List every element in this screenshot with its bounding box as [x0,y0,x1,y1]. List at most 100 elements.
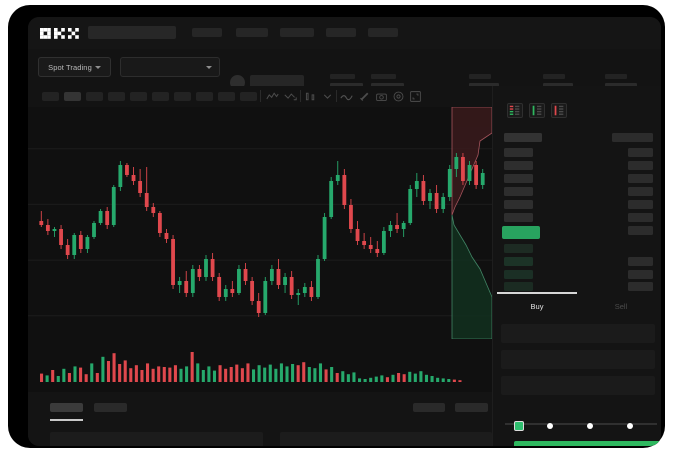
compare-icon[interactable] [284,90,297,103]
stat-volume-base [543,74,573,88]
amount-slider-handle[interactable] [514,421,524,431]
nav-item-4[interactable] [326,28,356,37]
stat-volume-quote [605,74,637,88]
timeframe-chip-6[interactable] [152,92,169,101]
active-tab-underline [50,419,83,421]
orderbook-bid-price[interactable] [504,282,533,291]
orderbook-bid-size [628,270,653,279]
orderbook-ask-price[interactable] [504,187,533,196]
submit-buy-button[interactable] [514,441,661,446]
nav-item-3[interactable] [280,28,314,37]
orderbook-both-glyph [509,105,520,115]
spot-trading-select[interactable]: Spot Trading [38,57,111,77]
orderbook-current-size [628,226,653,235]
trading-pair-select[interactable] [120,57,220,77]
bottom-action-1[interactable] [413,403,445,412]
orderbook-ask-price[interactable] [504,148,533,157]
orders-panel [28,392,492,446]
candle-series [39,153,485,317]
open-orders-tab[interactable] [50,403,83,412]
timeframe-chip-10[interactable] [240,92,257,101]
orderbook-bid-size [628,257,653,266]
chart-toolbar [28,86,492,107]
order-book [492,86,661,292]
stat-change-label [330,74,355,79]
drawing-icon[interactable] [304,90,317,103]
order-history-tab[interactable] [94,403,127,412]
sell-tab[interactable]: Sell [614,302,628,311]
timeframe-chip-1[interactable] [42,92,59,101]
nav-item-1[interactable] [192,28,222,37]
volume-bar-series [40,352,462,382]
stat-change-value [330,83,363,88]
slider-stop-75[interactable] [627,423,633,429]
toolbar-divider [300,90,301,102]
okx-logo[interactable] [40,28,80,39]
trade-form: Buy Sell [492,292,661,446]
timeframe-chip-7[interactable] [174,92,191,101]
magnet-icon[interactable] [358,90,371,103]
camera-icon[interactable] [375,90,388,103]
order-total-field[interactable] [501,376,655,395]
bottom-field-1[interactable] [50,432,263,446]
timeframe-chip-5[interactable] [130,92,147,101]
timeframe-chip-9[interactable] [218,92,235,101]
orderbook-ask-size [628,200,653,209]
amount-slider-track[interactable] [505,423,657,425]
orderbook-bid-price[interactable] [504,244,533,253]
price-chart[interactable] [28,107,492,339]
buy-tab-underline [497,292,577,294]
orderbook-ask-size [628,213,653,222]
orderbook-header-price [504,133,542,142]
orderbook-ask-size [628,148,653,157]
volume-chart-svg [40,352,462,382]
bottom-action-2[interactable] [455,403,488,412]
spot-trading-label: Spot Trading [48,62,92,72]
depth-chart-overlay [451,107,492,339]
toolbar-divider [260,90,261,102]
indicator-icon[interactable] [266,90,279,103]
buy-tab[interactable]: Buy [530,302,544,311]
nav-item-2[interactable] [236,28,268,37]
nav-item-5[interactable] [368,28,398,37]
orderbook-current-price [502,226,540,239]
order-amount-field[interactable] [501,350,655,369]
orderbook-ask-price[interactable] [504,161,533,170]
slider-stop-25[interactable] [547,423,553,429]
stat-volume-base-label [543,74,565,79]
orderbook-asks-icon[interactable] [551,103,567,118]
order-price-field[interactable] [501,324,655,343]
app-screen: Spot Trading [28,17,661,446]
settings-icon[interactable] [392,90,405,103]
stat-low [469,74,499,88]
last-price-value [250,75,304,89]
instrument-header: Spot Trading [28,49,661,86]
orderbook-ask-price[interactable] [504,213,533,222]
orderbook-header-size [612,133,653,142]
trendline-icon[interactable] [340,90,353,103]
orderbook-ask-price[interactable] [504,200,533,209]
timeframe-chip-3[interactable] [86,92,103,101]
slider-stop-50[interactable] [587,423,593,429]
volume-chart[interactable] [28,339,492,392]
bottom-field-2[interactable] [280,432,492,446]
orderbook-ask-price[interactable] [504,174,533,183]
chart-type-icon[interactable] [321,90,334,103]
orderbook-bid-price[interactable] [504,257,533,266]
timeframe-chip-4[interactable] [108,92,125,101]
orderbook-bids-glyph [532,105,542,116]
stat-low-label [469,74,491,79]
timeframe-chip-8[interactable] [196,92,213,101]
stat-low-value [469,83,499,88]
orderbook-asks-glyph [554,105,564,116]
fullscreen-icon[interactable] [409,90,422,103]
orderbook-bids-icon[interactable] [529,103,545,118]
nav-search-placeholder[interactable] [88,26,176,39]
orderbook-both-icon[interactable] [507,103,523,118]
orderbook-bid-price[interactable] [504,270,533,279]
stat-high [371,74,404,88]
chart-gridlines [28,148,492,317]
device-body: Spot Trading [8,5,665,448]
timeframe-chip-2[interactable] [64,92,81,101]
